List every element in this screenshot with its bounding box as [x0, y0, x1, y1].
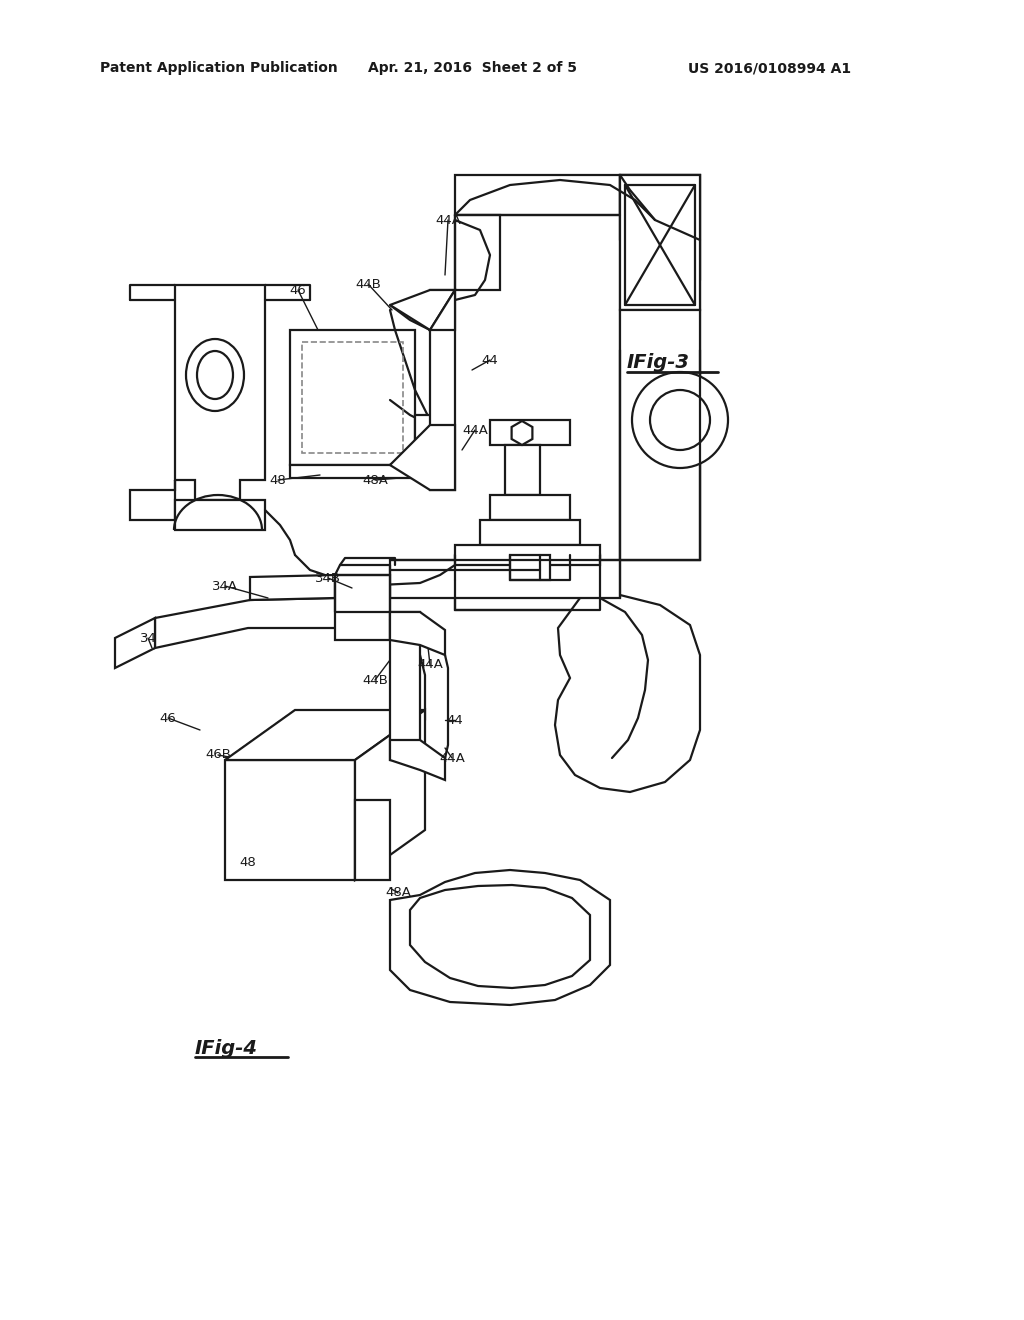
Polygon shape	[390, 560, 620, 598]
Polygon shape	[430, 290, 455, 330]
Text: 44A: 44A	[435, 214, 461, 227]
Text: 46B: 46B	[205, 748, 231, 762]
Polygon shape	[390, 290, 455, 330]
Polygon shape	[290, 465, 415, 478]
Polygon shape	[620, 310, 700, 560]
Text: 48: 48	[240, 855, 256, 869]
Polygon shape	[505, 445, 540, 495]
Polygon shape	[175, 285, 265, 500]
Polygon shape	[480, 520, 580, 545]
Polygon shape	[490, 420, 570, 445]
Polygon shape	[390, 870, 610, 1005]
Polygon shape	[225, 760, 355, 880]
Polygon shape	[390, 612, 420, 760]
Text: 34B: 34B	[315, 572, 341, 585]
Polygon shape	[250, 576, 335, 601]
Polygon shape	[175, 500, 265, 531]
Polygon shape	[512, 421, 532, 445]
Text: 34A: 34A	[212, 579, 238, 593]
Polygon shape	[355, 800, 390, 880]
Polygon shape	[430, 290, 455, 490]
Polygon shape	[390, 741, 445, 780]
Text: IFig-3: IFig-3	[627, 354, 690, 372]
Polygon shape	[130, 480, 175, 520]
Polygon shape	[455, 215, 500, 290]
Text: 44B: 44B	[362, 673, 388, 686]
Circle shape	[632, 372, 728, 469]
Text: Patent Application Publication: Patent Application Publication	[100, 61, 338, 75]
Polygon shape	[455, 545, 600, 565]
Polygon shape	[155, 598, 390, 648]
Circle shape	[650, 389, 710, 450]
Polygon shape	[455, 554, 600, 610]
Polygon shape	[455, 554, 510, 579]
Text: 34: 34	[139, 631, 157, 644]
Text: US 2016/0108994 A1: US 2016/0108994 A1	[688, 61, 851, 75]
Text: 48A: 48A	[385, 887, 411, 899]
Polygon shape	[455, 176, 620, 215]
Text: 44B: 44B	[355, 277, 381, 290]
Text: 44A: 44A	[417, 659, 443, 672]
Polygon shape	[510, 554, 550, 579]
Text: 46: 46	[290, 284, 306, 297]
Text: 44A: 44A	[439, 751, 465, 764]
Polygon shape	[355, 710, 425, 880]
Polygon shape	[555, 595, 700, 792]
Polygon shape	[620, 176, 700, 560]
Polygon shape	[390, 612, 445, 655]
Text: 48A: 48A	[362, 474, 388, 487]
Polygon shape	[335, 576, 390, 640]
Text: 44A: 44A	[462, 424, 488, 437]
Polygon shape	[415, 414, 435, 445]
Text: 44: 44	[446, 714, 464, 726]
Polygon shape	[390, 425, 455, 490]
Polygon shape	[225, 710, 425, 760]
Polygon shape	[115, 618, 155, 668]
Polygon shape	[290, 330, 415, 465]
Text: Apr. 21, 2016  Sheet 2 of 5: Apr. 21, 2016 Sheet 2 of 5	[368, 61, 577, 75]
Polygon shape	[410, 884, 590, 987]
Polygon shape	[490, 495, 570, 520]
Text: IFig-4: IFig-4	[195, 1039, 258, 1057]
Polygon shape	[620, 176, 700, 310]
Text: 44: 44	[481, 354, 499, 367]
Text: 48: 48	[269, 474, 287, 487]
Polygon shape	[620, 176, 700, 310]
Text: 46: 46	[160, 711, 176, 725]
